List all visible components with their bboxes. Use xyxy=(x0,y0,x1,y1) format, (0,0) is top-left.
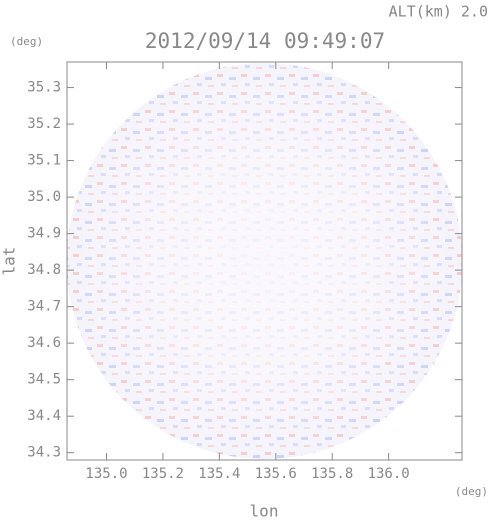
y-tick-label: 34.5 xyxy=(27,372,61,388)
y-tick-label: 35.1 xyxy=(27,153,61,169)
y-tick-label: 34.7 xyxy=(27,299,61,315)
y-tick-label: 35.2 xyxy=(27,116,61,132)
radar-field-shade xyxy=(66,63,463,459)
plot-frame xyxy=(66,61,463,461)
annotation: ALT(km) 2.0 xyxy=(389,3,488,21)
x-tick-label: 135.2 xyxy=(142,466,184,482)
x-tick-label: 135.8 xyxy=(311,466,353,482)
x-tick-label: 135.4 xyxy=(198,466,240,482)
y-tick-label: 34.4 xyxy=(27,408,61,424)
x-tick-label: 135.6 xyxy=(255,466,297,482)
y-tick-label: 35.3 xyxy=(27,80,61,96)
y-tick-label: 34.9 xyxy=(27,226,61,242)
chart-title: 2012/09/14 09:49:07 xyxy=(145,29,385,53)
x-axis-label: lon xyxy=(250,502,279,521)
x-tick-label: 135.0 xyxy=(85,466,127,482)
y-tick-label: 35.0 xyxy=(27,189,61,205)
y-tick-label: 34.3 xyxy=(27,445,61,461)
y-tick-label: 34.6 xyxy=(27,335,61,351)
y-tick-label: 34.8 xyxy=(27,262,61,278)
y-unit: (deg) xyxy=(10,35,43,48)
x-unit: (deg) xyxy=(455,485,488,498)
axes: 135.0 135.2 135.4 135.6 135.8 136.0 35.3 35.2 35… xyxy=(27,62,462,482)
x-tick-label: 136.0 xyxy=(368,466,410,482)
y-axis-label: lat xyxy=(0,247,19,276)
